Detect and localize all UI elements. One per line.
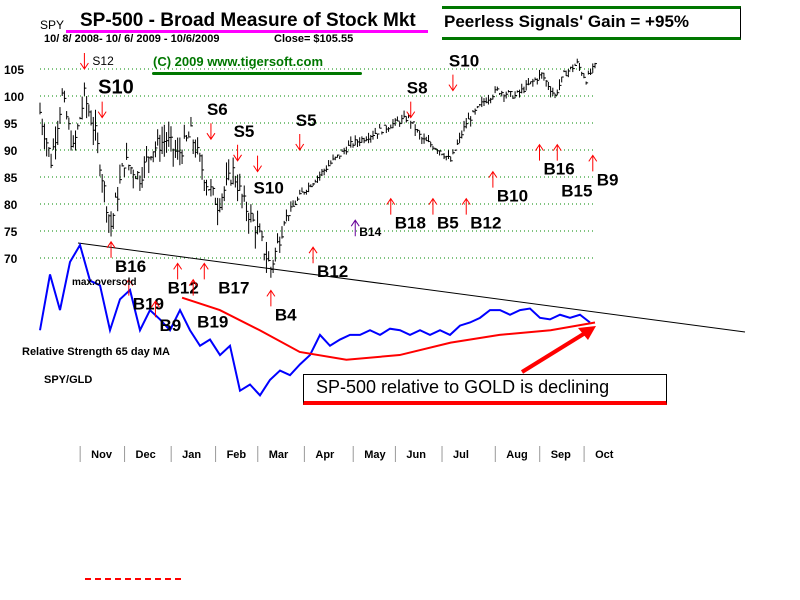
y-tick-label: 95 xyxy=(4,117,18,131)
sell-signal-label: S5 xyxy=(234,122,255,141)
buy-arrow-icon xyxy=(151,300,160,318)
buy-signal-label: B12 xyxy=(317,262,348,281)
gain-box: Peerless Signals' Gain = +95% xyxy=(442,6,741,40)
sell-arrow-icon xyxy=(79,53,89,70)
y-tick-label: 90 xyxy=(4,144,18,158)
rs-moving-average-line xyxy=(181,296,596,361)
sell-signal-label: S10 xyxy=(98,77,134,99)
x-tick-label: Feb xyxy=(227,449,247,461)
close-price: Close= $105.55 xyxy=(274,33,354,45)
sell-arrow-icon xyxy=(97,101,107,119)
sell-arrow-icon xyxy=(206,123,216,141)
date-range: 10/ 8/ 2008- 10/ 6/ 2009 - 10/6/2009 xyxy=(44,33,220,45)
sell-signal-label: S5 xyxy=(296,111,317,130)
buy-signal-label: B19 xyxy=(133,295,164,314)
max-oversold-label: max.oversold xyxy=(72,277,137,288)
y-tick-label: 105 xyxy=(4,63,24,77)
y-tick-label: 85 xyxy=(4,171,18,185)
x-tick-label: May xyxy=(364,449,386,461)
sell-signal-label: S8 xyxy=(407,79,428,98)
buy-arrow-icon xyxy=(428,197,438,215)
buy-signal-label: B16 xyxy=(115,257,146,276)
buy-arrow-icon xyxy=(266,289,276,307)
y-tick-label: 80 xyxy=(4,198,18,212)
rs-label: Relative Strength 65 day MA xyxy=(22,346,170,358)
buy-signal-label: B14 xyxy=(359,225,381,239)
copyright-underline xyxy=(152,72,362,75)
x-tick-label: Sep xyxy=(551,449,571,461)
buy-signal-label: B10 xyxy=(497,187,528,206)
buy-arrow-icon xyxy=(106,240,116,258)
sell-signal-label: S12 xyxy=(92,54,114,68)
buy-arrow-icon xyxy=(188,278,198,296)
buy-arrow-icon xyxy=(350,219,360,237)
x-tick-label: Aug xyxy=(506,449,527,461)
buy-signal-label: B18 xyxy=(395,214,426,233)
sell-arrow-icon xyxy=(253,155,262,173)
x-tick-label: Mar xyxy=(269,449,289,461)
buy-signal-label: B17 xyxy=(218,278,249,297)
x-tick-label: Jul xyxy=(453,449,469,461)
y-tick-label: 70 xyxy=(4,252,18,266)
sell-signal-label: S10 xyxy=(254,179,284,198)
gain-text: Peerless Signals' Gain = +95% xyxy=(444,12,690,31)
x-tick-label: Nov xyxy=(91,449,113,461)
buy-arrow-icon xyxy=(199,262,209,280)
sell-arrow-icon xyxy=(295,134,305,151)
buy-arrow-icon xyxy=(535,143,544,161)
callout-arrow xyxy=(520,328,592,374)
pair-label: SPY/GLD xyxy=(44,374,93,386)
callout-arrowhead xyxy=(578,326,596,340)
sell-signal-label: S10 xyxy=(449,52,479,71)
buy-signal-label: B9 xyxy=(597,170,619,189)
sell-arrow-icon xyxy=(448,74,458,92)
buy-arrow-icon xyxy=(488,170,498,188)
buy-signal-label: B9 xyxy=(159,316,181,335)
sell-signal-label: S6 xyxy=(207,100,228,119)
x-tick-label: Jan xyxy=(182,449,201,461)
callout-box: SP-500 relative to GOLD is declining xyxy=(303,374,667,405)
x-tick-label: Dec xyxy=(136,449,156,461)
buy-arrow-icon xyxy=(124,278,134,296)
trendline xyxy=(77,242,746,333)
sell-arrow-icon xyxy=(406,101,416,119)
sell-arrow-icon xyxy=(233,144,242,162)
buy-arrow-icon xyxy=(461,197,471,215)
page-title: SP-500 - Broad Measure of Stock Mkt xyxy=(80,10,416,31)
ticker-label: SPY xyxy=(40,18,65,32)
buy-arrow-icon xyxy=(308,246,318,264)
red-dash-line xyxy=(85,578,181,580)
y-tick-label: 100 xyxy=(4,90,24,104)
buy-signal-label: B15 xyxy=(561,182,592,201)
buy-arrow-icon xyxy=(552,143,562,161)
buy-signal-label: B19 xyxy=(197,313,228,332)
title-underline xyxy=(66,30,428,33)
x-tick-label: Apr xyxy=(315,449,335,461)
callout-text: SP-500 relative to GOLD is declining xyxy=(316,377,610,397)
buy-arrow-icon xyxy=(386,197,396,215)
y-tick-label: 75 xyxy=(4,225,18,239)
buy-arrow-icon xyxy=(173,262,183,280)
buy-signal-label: B12 xyxy=(470,214,501,233)
x-tick-label: Jun xyxy=(406,449,426,461)
buy-signal-label: B4 xyxy=(275,305,297,324)
buy-signal-label: B16 xyxy=(544,160,575,179)
x-tick-label: Oct xyxy=(595,449,614,461)
relative-strength-line xyxy=(39,242,591,397)
copyright: (C) 2009 www.tigersoft.com xyxy=(153,54,323,69)
buy-signal-label: B5 xyxy=(437,214,459,233)
buy-arrow-icon xyxy=(588,154,598,172)
